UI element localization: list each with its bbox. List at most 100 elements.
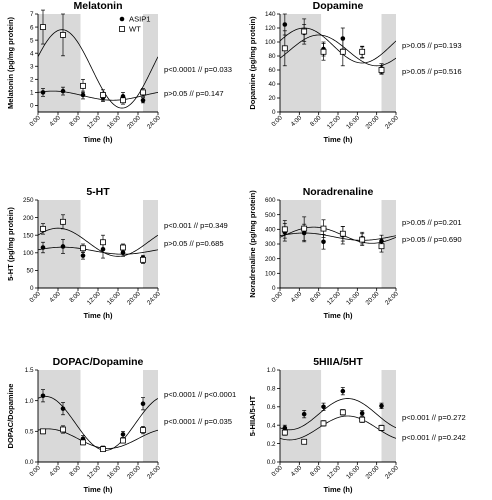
- data-point-wt: [120, 437, 126, 444]
- y-tick-label: 6: [30, 24, 34, 31]
- data-point-wt: [60, 218, 66, 225]
- data-point-wt: [100, 92, 106, 98]
- legend-label: ASIP1: [129, 15, 151, 24]
- chart-title: 5-HT: [86, 186, 110, 198]
- data-point-wt: [378, 425, 385, 431]
- y-tick-label: 0: [272, 285, 276, 292]
- y-axis-label: 5-HT (pg/mg protein): [6, 207, 15, 281]
- data-point-asip1: [359, 410, 365, 416]
- fit-stat-text: p>0.05 // p=0.685: [164, 239, 224, 248]
- chart-panel: 0 1 2 3 4 5 6 7 0:00 4:00 8:00 12:00 16:00 20:00 24:00…: [6, 0, 232, 144]
- y-tick-label: 3: [30, 63, 34, 70]
- data-point-wt: [359, 48, 366, 55]
- y-tick-label: 40: [268, 81, 276, 88]
- y-tick-label: 100: [265, 39, 276, 46]
- y-tick-label: 0: [30, 103, 34, 110]
- y-tick-label: 2: [30, 77, 34, 84]
- x-tick-label: 8:00: [68, 114, 82, 128]
- data-point-asip1: [120, 250, 126, 256]
- y-axis-label: Dopamine (pg/mg protein): [248, 16, 257, 110]
- x-tick-label: 16:00: [106, 290, 122, 306]
- x-tick-label: 0:00: [270, 464, 284, 478]
- x-axis-label: Time (h): [323, 135, 353, 144]
- x-tick-label: 0:00: [28, 114, 42, 128]
- y-tick-label: 1: [30, 90, 34, 97]
- x-tick-label: 24:00: [384, 464, 400, 480]
- x-tick-label: 8:00: [309, 464, 323, 478]
- y-axis-label: Noradrenaline (pg/mg protein): [248, 190, 257, 298]
- dark-period-shade: [280, 200, 322, 288]
- data-point-asip1: [40, 90, 46, 95]
- data-point-asip1: [40, 393, 46, 399]
- x-tick-label: 0:00: [28, 464, 42, 478]
- fit-curve: [280, 398, 396, 431]
- dark-period-shade: [143, 14, 158, 112]
- fit-curve: [38, 90, 158, 101]
- y-tick-label: 1.0: [267, 367, 276, 374]
- data-point-asip1: [120, 432, 126, 437]
- x-tick-label: 20:00: [364, 114, 380, 130]
- data-point-wt: [80, 82, 86, 89]
- chart-title: Melatonin: [74, 0, 123, 12]
- data-point-wt: [320, 48, 327, 55]
- chart-title: 5HIIA/5HT: [313, 356, 363, 368]
- x-axis-label: Time (h): [83, 135, 113, 144]
- data-point-wt: [301, 28, 308, 35]
- y-tick-label: 20: [268, 95, 276, 102]
- data-point-asip1: [140, 97, 146, 103]
- data-point-asip1: [60, 406, 66, 411]
- dark-period-shade: [280, 370, 322, 462]
- data-point-wt: [359, 236, 366, 243]
- dark-period-shade: [143, 370, 158, 462]
- data-point-wt: [40, 428, 46, 435]
- data-point-wt: [281, 226, 288, 233]
- legend-marker-asip1: [119, 16, 125, 22]
- fit-curve: [38, 227, 158, 257]
- x-tick-label: 8:00: [68, 464, 82, 478]
- data-point-asip1: [80, 92, 86, 98]
- y-tick-label: 5: [30, 37, 34, 44]
- dark-period-shade: [143, 200, 158, 288]
- x-tick-label: 4:00: [48, 464, 62, 478]
- chart-panel: 0.0 0.2 0.4 0.6 0.8 1.0 0:00 4:00 8:00 12:00 16:00…: [248, 356, 466, 494]
- data-point-wt: [120, 244, 126, 251]
- chart-panel: 0 50 100 150 200 250 0:00 4:00 8:00 12:00 16:00 20:…: [6, 186, 228, 320]
- x-tick-label: 24:00: [384, 290, 400, 306]
- y-tick-label: 500: [265, 212, 276, 219]
- y-tick-label: 120: [265, 25, 276, 32]
- x-tick-label: 4:00: [290, 464, 304, 478]
- dark-period-shade: [38, 200, 81, 288]
- fit-stat-text: p<0.001 // p=0.242: [402, 433, 466, 442]
- x-tick-label: 20:00: [126, 290, 142, 306]
- y-tick-label: 0.0: [25, 459, 34, 466]
- data-point-wt: [301, 225, 308, 232]
- data-point-wt: [320, 225, 327, 232]
- data-point-asip1: [340, 388, 346, 394]
- fit-curve: [280, 232, 396, 241]
- fit-curve: [280, 226, 396, 244]
- fit-curve: [280, 34, 396, 67]
- data-point-wt: [60, 32, 66, 38]
- y-tick-label: 80: [268, 53, 276, 60]
- fit-stat-text: p<0.0001 // p=0.035: [164, 417, 232, 426]
- data-point-asip1: [140, 401, 146, 407]
- y-tick-label: 50: [26, 268, 34, 275]
- data-point-wt: [120, 97, 126, 104]
- x-tick-label: 24:00: [146, 464, 162, 480]
- y-tick-label: 7: [30, 11, 34, 18]
- x-axis-label: Time (h): [83, 485, 113, 494]
- x-tick-label: 8:00: [309, 290, 323, 304]
- y-tick-label: 0.5: [25, 429, 34, 436]
- data-point-wt: [140, 256, 146, 263]
- fit-stat-text: p>0.05 // p=0.147: [164, 89, 224, 98]
- dark-period-shade: [381, 200, 396, 288]
- y-tick-label: 200: [23, 215, 34, 222]
- data-point-wt: [281, 429, 288, 436]
- x-tick-label: 12:00: [86, 114, 102, 130]
- data-point-asip1: [301, 411, 307, 417]
- x-tick-label: 24:00: [146, 114, 162, 130]
- x-tick-label: 20:00: [126, 464, 142, 480]
- x-tick-label: 8:00: [309, 114, 323, 128]
- y-tick-label: 0.0: [267, 459, 276, 466]
